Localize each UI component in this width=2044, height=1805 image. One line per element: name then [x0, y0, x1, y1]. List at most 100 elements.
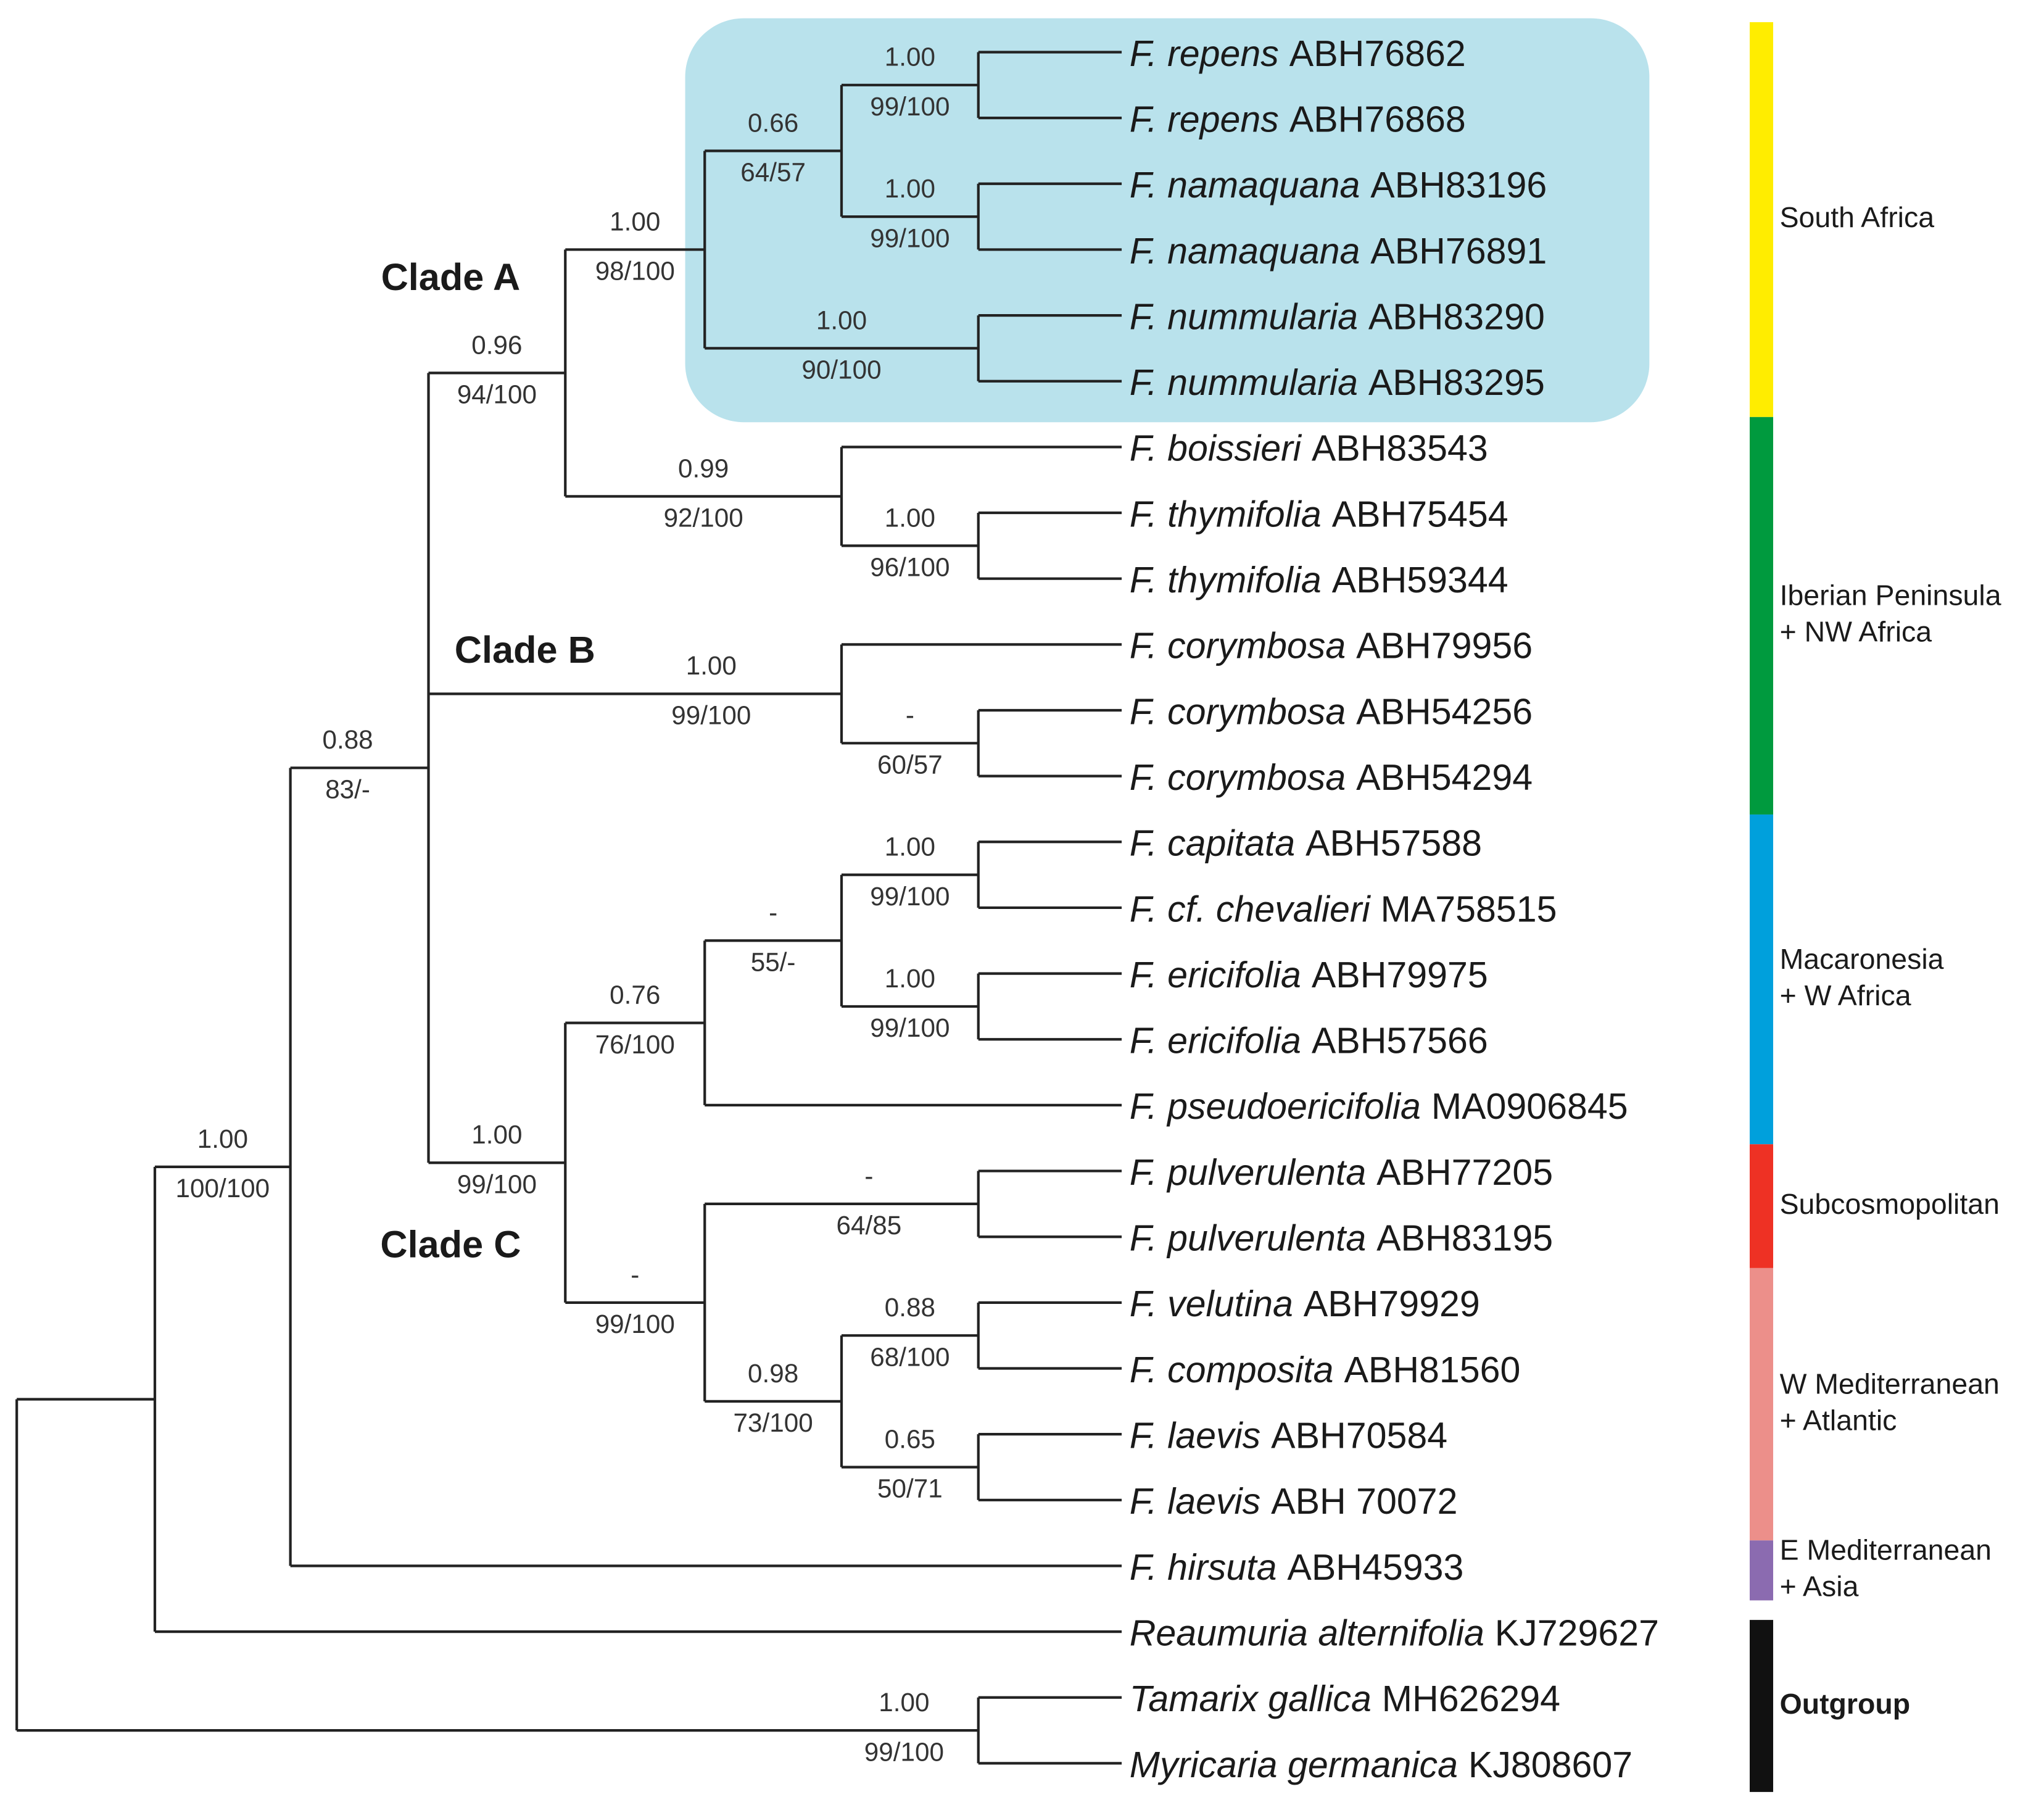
posterior-probability: 1.00 — [471, 1120, 522, 1149]
bootstrap-support: 99/100 — [864, 1737, 944, 1766]
taxon-name: F. repens — [1130, 32, 1279, 73]
taxon-accession: ABH83295 — [1368, 362, 1545, 403]
region-label: South Africa — [1780, 201, 1935, 233]
taxon-name: F. nummularia — [1130, 296, 1358, 337]
taxon-name: F. laevis — [1130, 1480, 1261, 1522]
bootstrap-support: 90/100 — [801, 355, 881, 384]
taxon-label: F. composita ABH81560 — [1130, 1348, 1521, 1390]
taxon-label: F. repens ABH76868 — [1130, 98, 1466, 139]
posterior-probability: 1.00 — [686, 651, 737, 680]
posterior-probability: 0.65 — [885, 1424, 935, 1453]
region-bar — [1750, 1620, 1774, 1792]
taxon-accession: MA758515 — [1381, 888, 1557, 929]
bootstrap-support: 99/100 — [870, 92, 950, 121]
taxon-label: F. laevis ABH 70072 — [1130, 1480, 1458, 1522]
region-label: + W Africa — [1780, 979, 1911, 1011]
posterior-probability: 0.66 — [748, 108, 798, 137]
posterior-probability: 1.00 — [816, 305, 867, 334]
bootstrap-support: 99/100 — [671, 701, 751, 730]
taxon-name: F. thymifolia — [1130, 559, 1322, 600]
taxon-label: F. ericifolia ABH57566 — [1130, 1019, 1488, 1061]
taxon-accession: KJ729627 — [1495, 1612, 1659, 1653]
region-label: Subcosmopolitan — [1780, 1188, 2000, 1220]
region-bar — [1750, 814, 1774, 1145]
taxon-name: F. corymbosa — [1130, 691, 1346, 732]
bootstrap-support: 64/57 — [740, 158, 806, 187]
taxon-label: F. pulverulenta ABH77205 — [1130, 1151, 1553, 1193]
taxon-name: F. ericifolia — [1130, 1019, 1301, 1061]
clade-label: Clade A — [381, 256, 521, 298]
region-label: + NW Africa — [1780, 616, 1932, 648]
bootstrap-support: 99/100 — [457, 1169, 537, 1198]
taxon-label: F. laevis ABH70584 — [1130, 1414, 1447, 1456]
taxon-label: F. thymifolia ABH59344 — [1130, 559, 1508, 600]
highlight-box — [685, 18, 1650, 423]
taxon-label: F. ericifolia ABH79975 — [1130, 954, 1488, 995]
taxon-label: F. repens ABH76862 — [1130, 32, 1466, 73]
bootstrap-support: 99/100 — [870, 223, 950, 252]
posterior-probability: 1.00 — [885, 43, 935, 72]
posterior-probability: 1.00 — [885, 503, 935, 532]
bootstrap-support: 68/100 — [870, 1342, 950, 1371]
taxon-label: F. nummularia ABH83295 — [1130, 362, 1545, 403]
posterior-probability: - — [906, 700, 914, 729]
taxon-name: F. namaquana — [1130, 164, 1360, 205]
taxon-label: F. capitata ABH57588 — [1130, 822, 1482, 863]
region-bar — [1750, 417, 1774, 815]
posterior-probability: - — [631, 1260, 639, 1289]
taxon-accession: ABH79956 — [1356, 624, 1533, 666]
taxon-accession: ABH83543 — [1312, 427, 1488, 468]
taxon-accession: ABH76868 — [1289, 98, 1466, 139]
tree-branches — [15, 51, 1122, 1765]
taxon-accession: MA0906845 — [1431, 1085, 1628, 1127]
bootstrap-support: 73/100 — [734, 1408, 813, 1437]
bootstrap-support: 64/85 — [837, 1211, 902, 1240]
clade-label: Clade B — [455, 629, 595, 671]
taxon-accession: ABH59344 — [1332, 559, 1508, 600]
taxon-name: Reaumuria alternifolia — [1130, 1612, 1484, 1653]
bootstrap-support: 50/71 — [877, 1474, 943, 1503]
taxon-name: F. namaquana — [1130, 230, 1360, 271]
taxon-name: F. hirsuta — [1130, 1546, 1277, 1587]
posterior-probability: 1.00 — [879, 1688, 929, 1717]
bootstrap-support: 99/100 — [870, 882, 950, 911]
bootstrap-support: 98/100 — [595, 257, 675, 286]
region-bar — [1750, 1144, 1774, 1268]
taxon-accession: ABH54294 — [1356, 757, 1533, 798]
posterior-probability: 0.99 — [678, 454, 729, 483]
posterior-probability: 1.00 — [885, 174, 935, 203]
taxon-accession: ABH79975 — [1312, 954, 1488, 995]
taxon-name: Myricaria germanica — [1130, 1743, 1458, 1785]
taxon-accession: MH626294 — [1382, 1678, 1560, 1719]
taxon-name: F. velutina — [1130, 1283, 1293, 1324]
posterior-probability: 1.00 — [197, 1124, 248, 1153]
bootstrap-support: 55/- — [751, 947, 796, 976]
taxon-name: F. pulverulenta — [1130, 1151, 1366, 1193]
taxon-label: F. velutina ABH79929 — [1130, 1283, 1480, 1324]
taxon-label: F. pseudoericifolia MA0906845 — [1130, 1085, 1628, 1127]
taxon-name: F. composita — [1130, 1348, 1334, 1390]
bootstrap-support: 60/57 — [877, 750, 943, 779]
bootstrap-support: 96/100 — [870, 553, 950, 582]
taxon-label: F. namaquana ABH76891 — [1130, 230, 1547, 271]
taxon-label: F. corymbosa ABH79956 — [1130, 624, 1533, 666]
taxon-label: F. namaquana ABH83196 — [1130, 164, 1547, 205]
taxon-accession: ABH45933 — [1287, 1546, 1463, 1587]
taxon-accession: ABH83195 — [1376, 1217, 1553, 1258]
taxon-name: F. nummularia — [1130, 362, 1358, 403]
taxon-accession: ABH54256 — [1356, 691, 1533, 732]
taxon-label: F. corymbosa ABH54294 — [1130, 757, 1533, 798]
region-label: E Mediterranean — [1780, 1534, 1992, 1566]
region-label: Macaronesia — [1780, 943, 1944, 975]
taxon-accession: ABH76862 — [1289, 32, 1466, 73]
taxon-label: Myricaria germanica KJ808607 — [1130, 1743, 1632, 1785]
taxon-label: F. pulverulenta ABH83195 — [1130, 1217, 1553, 1258]
bootstrap-support: 94/100 — [457, 380, 537, 409]
taxon-accession: KJ808607 — [1468, 1743, 1632, 1785]
taxon-name: F. repens — [1130, 98, 1279, 139]
taxon-name: F. boissieri — [1130, 427, 1302, 468]
taxon-accession: ABH76891 — [1370, 230, 1547, 271]
region-bar — [1750, 1268, 1774, 1541]
taxon-accession: ABH83196 — [1370, 164, 1547, 205]
